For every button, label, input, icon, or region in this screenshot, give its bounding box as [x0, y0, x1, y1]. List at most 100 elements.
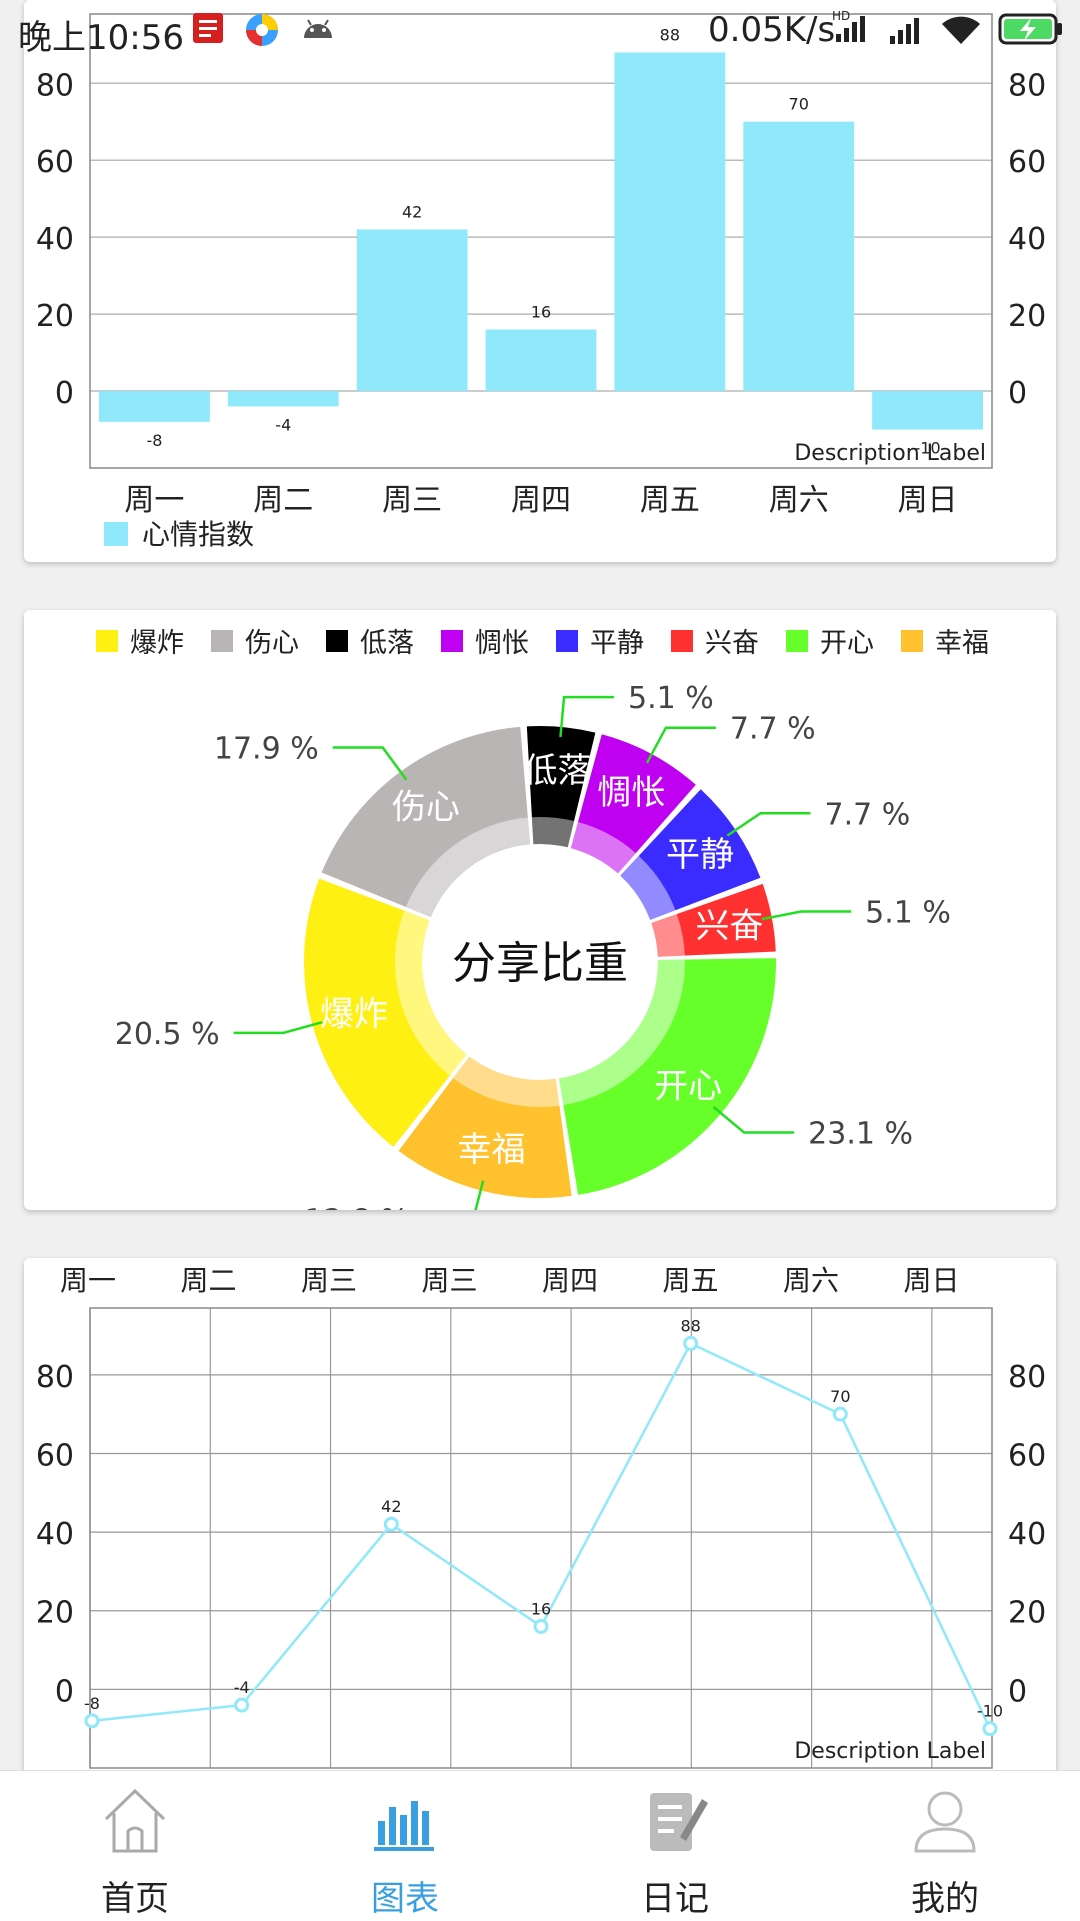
- leader-line: [559, 695, 615, 738]
- pie-slice: [304, 878, 467, 1147]
- y-tick-left: 20: [36, 1596, 74, 1631]
- legend-swatch: [556, 630, 578, 652]
- legend-label: 心情指数: [142, 518, 254, 551]
- diary-icon: [650, 1793, 708, 1851]
- slice-percent-label: 7.7 %: [825, 797, 911, 832]
- bar: [356, 229, 468, 392]
- x-tick-label: 周四: [511, 483, 571, 518]
- bar: [743, 121, 855, 392]
- x-top-label: 周四: [542, 1264, 598, 1297]
- point-value-label: -4: [234, 1678, 250, 1697]
- y-tick-left: 0: [55, 376, 74, 411]
- y-tick-left: 40: [36, 222, 74, 257]
- legend-label: 开心: [820, 628, 874, 659]
- pie-slice: [526, 726, 596, 848]
- slice-label: 爆炸: [320, 994, 388, 1034]
- y-tick-right: 60: [1008, 145, 1046, 180]
- point-value-label: -10: [977, 1702, 1003, 1721]
- y-tick-left: 80: [36, 1360, 74, 1395]
- slice-percent-label: 5.1 %: [628, 681, 714, 716]
- pie-slice: [620, 789, 761, 920]
- plot-frame: [89, 1307, 993, 1769]
- y-tick-right: 60: [1008, 1438, 1046, 1473]
- android-icon: [304, 19, 332, 38]
- leader-line: [761, 910, 852, 921]
- slice-percent-label: 17.9 %: [214, 731, 319, 766]
- legend-swatch: [104, 522, 128, 546]
- wifi-icon: [942, 16, 980, 44]
- battery-charging-icon: [998, 13, 1062, 45]
- nav-item-mine[interactable]: 我的: [810, 1771, 1080, 1921]
- bar-chart-card: 0 0 20 20 40 40 60 60 80 80 -8 周一 -4 周二 42 周三 16 周四 88 周五 70…: [24, 0, 1056, 562]
- legend-label: 惆怅: [475, 628, 529, 659]
- x-tick-label: 周一: [124, 483, 184, 518]
- x-tick-label: 周三: [382, 483, 442, 518]
- x-tick-label: 周日: [898, 483, 958, 518]
- pie-slice-inner-ring: [405, 817, 531, 918]
- x-top-label: 周日: [903, 1264, 959, 1297]
- y-tick-right: 80: [1008, 1360, 1046, 1395]
- bar-value-label: 42: [402, 202, 422, 221]
- pie-slice-inner-ring: [394, 910, 467, 1076]
- legend-label: 低落: [360, 628, 414, 659]
- signal-icon: [890, 18, 919, 44]
- sync-app-icon: [246, 14, 278, 46]
- data-point: [982, 1721, 998, 1737]
- pie-slice-inner-ring: [453, 1056, 560, 1107]
- pie-slice-inner-ring: [651, 914, 685, 957]
- bar-chart: 0 0 20 20 40 40 60 60 80 80 -8 周一 -4 周二 42 周三 16 周四 88 周五 70…: [36, 13, 1046, 551]
- y-tick-left: 60: [36, 145, 74, 180]
- x-tick-label: 周二: [253, 483, 313, 518]
- y-tick-left: 20: [36, 299, 74, 334]
- y-tick-left: 0: [55, 1674, 74, 1709]
- pie-slice-inner-ring: [570, 822, 636, 874]
- description-label: Description Label: [794, 441, 986, 466]
- pie-slice: [570, 734, 696, 874]
- legend-swatch: [211, 630, 233, 652]
- y-tick-left: 40: [36, 1517, 74, 1552]
- data-point: [84, 1713, 100, 1729]
- bar: [872, 391, 983, 430]
- y-tick-right: 20: [1008, 1596, 1046, 1631]
- nav-item-chart[interactable]: 图表: [270, 1771, 540, 1921]
- slice-percent-label: 20.5 %: [115, 1017, 220, 1052]
- line-chart-card: 周一 周二 周三 周三 周四 周五 周六 周日 0 0 20 20 40 40 60 60 80 80 -8 -4 42…: [24, 1258, 1056, 1778]
- bar: [227, 391, 339, 407]
- nav-label-chart: 图表: [371, 1879, 439, 1919]
- pie-slice: [559, 958, 776, 1195]
- slice-label: 低落: [523, 751, 591, 791]
- netease-music-icon: [193, 13, 223, 43]
- bar: [485, 329, 597, 392]
- pie-slice-inner-ring: [620, 855, 676, 920]
- legend-swatch: [441, 630, 463, 652]
- y-tick-right: 40: [1008, 222, 1046, 257]
- bar-value-label: 70: [789, 95, 809, 114]
- x-top-label: 周二: [180, 1264, 236, 1297]
- x-top-label: 周五: [662, 1264, 718, 1297]
- x-tick-label: 周五: [640, 483, 700, 518]
- home-icon: [104, 1788, 166, 1853]
- nav-item-diary[interactable]: 日记: [540, 1771, 810, 1921]
- bar-value-label: -4: [275, 415, 291, 434]
- point-value-label: 88: [680, 1316, 700, 1335]
- x-top-label: 周一: [60, 1264, 116, 1297]
- hd-label: HD: [832, 9, 850, 23]
- legend-swatch: [326, 630, 348, 652]
- pie-slice: [398, 1056, 572, 1198]
- plot-frame: [89, 13, 993, 469]
- bar: [614, 52, 726, 392]
- y-tick-right: 0: [1008, 376, 1027, 411]
- nav-item-home[interactable]: 首页: [0, 1771, 270, 1921]
- leader-line: [332, 746, 408, 781]
- slice-percent-label: 7.7 %: [730, 712, 816, 747]
- slice-label: 幸福: [457, 1130, 525, 1170]
- pie-slice: [321, 726, 531, 918]
- y-tick-left: 80: [36, 68, 74, 103]
- leader-line: [233, 1020, 323, 1035]
- y-tick-right: 80: [1008, 68, 1046, 103]
- legend-label: 伤心: [245, 628, 299, 659]
- slice-label: 伤心: [392, 787, 460, 827]
- bar-value-label: -10: [915, 439, 941, 458]
- legend-swatch: [786, 630, 808, 652]
